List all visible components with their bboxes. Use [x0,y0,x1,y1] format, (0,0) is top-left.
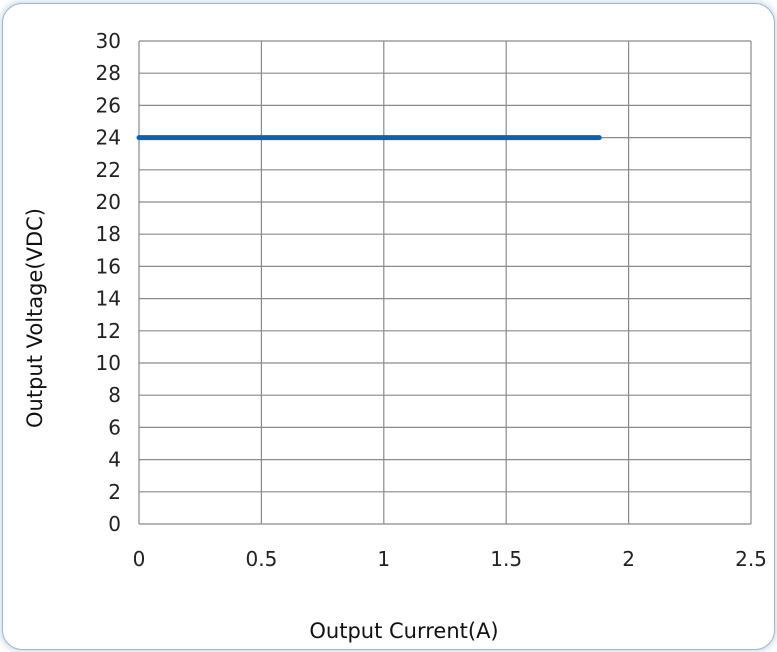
y-tick-label: 6 [108,415,121,439]
y-tick-label: 10 [96,351,121,375]
chart-frame [2,3,775,650]
x-axis-ticks: 0 0.5 1 1.5 2 2.5 [133,547,767,571]
y-tick-label: 16 [96,254,121,278]
x-tick-label: 0.5 [245,547,277,571]
x-tick-label: 1 [377,547,390,571]
x-tick-label: 2.5 [735,547,767,571]
x-tick-label: 2 [622,547,635,571]
x-axis-title: Output Current(A) [309,619,498,643]
y-tick-label: 22 [96,158,121,182]
x-tick-label: 1.5 [490,547,522,571]
y-tick-label: 14 [96,287,121,311]
y-tick-label: 2 [108,480,121,504]
y-tick-label: 28 [96,61,121,85]
y-tick-label: 20 [96,190,121,214]
y-tick-label: 30 [96,29,121,53]
y-tick-label: 8 [108,383,121,407]
y-tick-label: 12 [96,319,121,343]
y-tick-label: 0 [108,512,121,536]
grid [138,40,752,525]
x-tick-label: 0 [133,547,146,571]
y-tick-label: 4 [108,448,121,472]
y-tick-label: 26 [96,93,121,117]
y-tick-label: 24 [96,126,121,150]
y-axis-title: Output Voltage(VDC) [23,208,47,428]
y-tick-label: 18 [96,222,121,246]
